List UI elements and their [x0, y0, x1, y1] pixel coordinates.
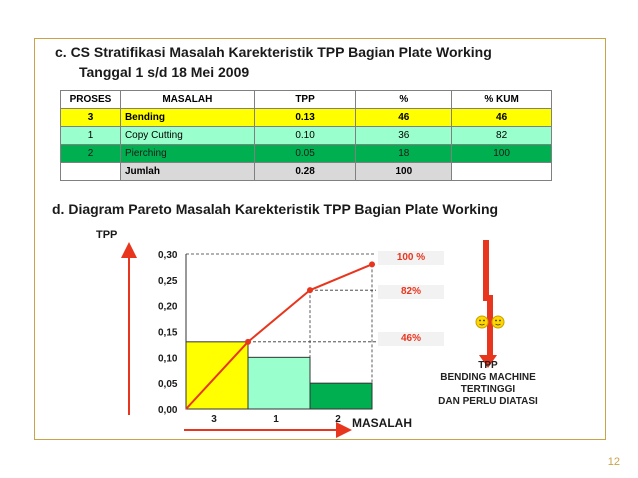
smiley-face [491, 315, 505, 329]
smiley-eye [483, 319, 485, 322]
stratification-table: PROSES MASALAH TPP % % KUM 3 Bending 0.1… [60, 90, 552, 181]
cell-masalah: Copy Cutting [119, 126, 255, 145]
cell-percent-kum: 100 [451, 144, 552, 163]
cell-blank [451, 162, 552, 181]
cell-jumlah-label: Jumlah [119, 162, 255, 181]
header-percent: % [355, 90, 453, 109]
slide-frame [34, 38, 606, 440]
header-tpp: TPP [253, 90, 357, 109]
cum-label-46: 46% [378, 332, 444, 346]
y-tick-label: 0,15 [158, 328, 178, 339]
smiley-mouth [479, 323, 485, 326]
bar-1 [247, 356, 311, 410]
cumulative-point-2 [307, 287, 313, 294]
header-percent-kum: % KUM [451, 90, 552, 109]
lightning-arrow-icon [483, 240, 493, 358]
x-tick-label: 2 [335, 414, 341, 425]
cum-label-100: 100 % [378, 251, 444, 265]
cumulative-point-3 [369, 261, 375, 268]
table-header-row: PROSES MASALAH TPP % % KUM [60, 90, 552, 109]
y-tick-label: 0,20 [158, 302, 178, 313]
conclusion-line: TPP [478, 360, 498, 371]
cell-proses: 1 [60, 126, 121, 145]
y-tick-label: 0,30 [158, 250, 178, 261]
conclusion-line: TERTINGGI [460, 384, 516, 395]
y-tick-label: 0,10 [158, 353, 178, 364]
cell-proses: 2 [60, 144, 121, 163]
lightning-arrow-head-icon [479, 355, 497, 368]
x-axis-title: MASALAH [352, 416, 412, 430]
table-summary-row: Jumlah 0.28 100 [60, 162, 552, 181]
x-tick-label: 1 [273, 414, 279, 425]
smiley-mouth [495, 323, 501, 326]
section-d-title: d. Diagram Pareto Masalah Karekteristik … [52, 201, 499, 217]
cell-tpp: 0.10 [253, 126, 357, 145]
bar-2 [309, 382, 373, 410]
cell-percent: 18 [355, 144, 453, 163]
table-row: 2 Pierching 0.05 18 100 [60, 144, 552, 163]
cell-masalah: Bending [119, 108, 255, 127]
conclusion-line: BENDING MACHINE [440, 372, 536, 383]
smiley-eye [499, 319, 501, 322]
cell-masalah: Pierching [119, 144, 255, 163]
y-tick-label: 0,05 [158, 379, 178, 390]
cum-label-82: 82% [378, 285, 444, 299]
section-c-title: c. CS Stratifikasi Masalah Karekteristik… [55, 44, 492, 60]
cell-tpp: 0.13 [253, 108, 357, 127]
cell-percent-total: 100 [355, 162, 453, 181]
section-c-date: Tanggal 1 s/d 18 Mei 2009 [79, 64, 250, 80]
table-row: 1 Copy Cutting 0.10 36 82 [60, 126, 552, 145]
y-axis-title: TPP [96, 229, 117, 241]
x-tick-label: 3 [211, 414, 217, 425]
page-number: 12 [607, 456, 620, 468]
header-masalah: MASALAH [119, 90, 255, 109]
smiley-icon [475, 315, 489, 329]
smiley-eye [479, 319, 481, 322]
smiley-icon [491, 315, 505, 329]
cell-tpp-total: 0.28 [253, 162, 357, 181]
cell-blank [60, 162, 121, 181]
smiley-eye [495, 319, 497, 322]
table-row: 3 Bending 0.13 46 46 [60, 108, 552, 127]
header-proses: PROSES [60, 90, 121, 109]
y-tick-label: 0,00 [158, 405, 178, 416]
cumulative-point-1 [245, 338, 251, 345]
conclusion-line: DAN PERLU DIATASI [438, 396, 538, 407]
cell-proses: 3 [60, 108, 121, 127]
y-tick-label: 0,25 [158, 276, 178, 287]
conclusion-note: TPP BENDING MACHINE TERTINGGI DAN PERLU … [428, 360, 548, 408]
smiley-face [475, 315, 489, 329]
cumulative-line [185, 263, 373, 410]
